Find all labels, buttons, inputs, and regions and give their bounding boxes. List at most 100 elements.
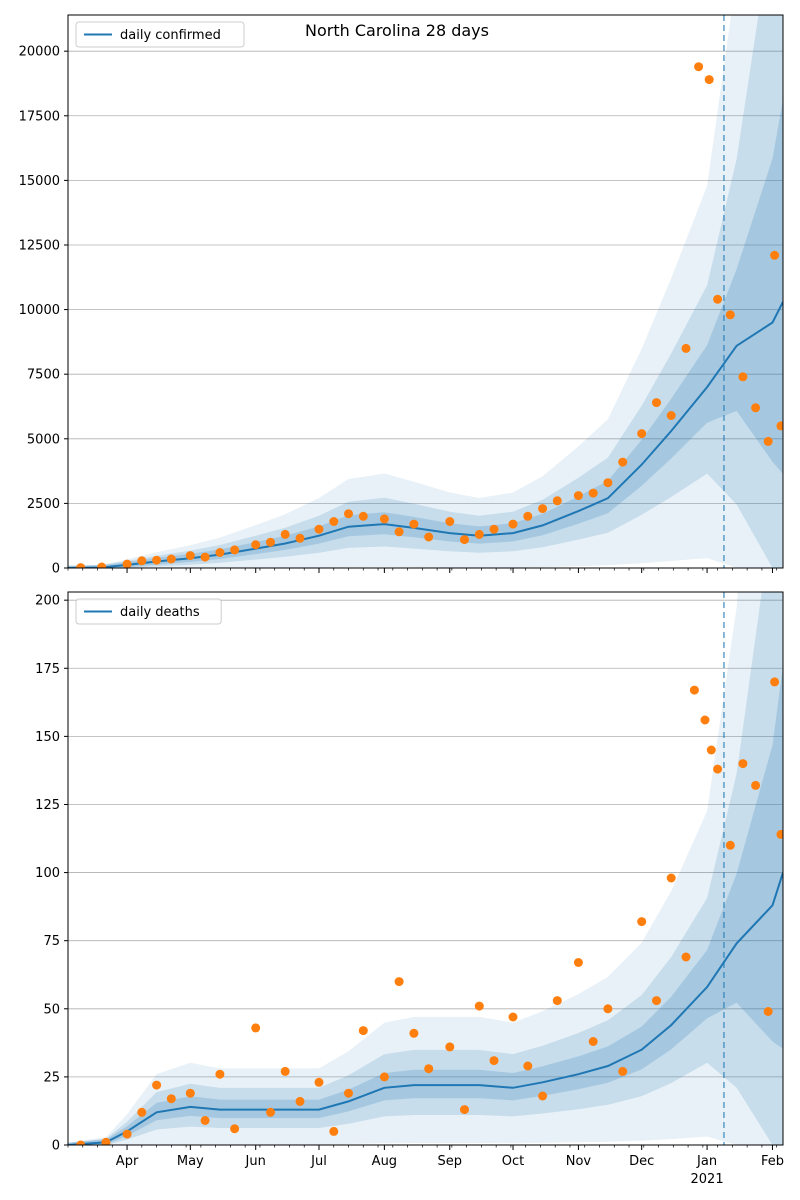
data-point [101, 1137, 111, 1145]
data-point [681, 343, 691, 353]
y-tick-label: 175 [35, 662, 60, 677]
data-point [122, 559, 132, 568]
data-point [603, 478, 613, 488]
data-point [137, 556, 147, 566]
data-point [588, 488, 598, 498]
data-point [344, 509, 353, 519]
y-tick-label: 7500 [27, 368, 60, 383]
data-point [266, 537, 275, 547]
data-point [700, 715, 710, 725]
data-point [122, 1129, 132, 1139]
y-tick-label: 100 [35, 866, 60, 881]
data-point [573, 958, 583, 967]
data-point [152, 555, 162, 565]
y-tick-label: 0 [52, 1139, 60, 1154]
data-point [603, 1004, 613, 1014]
data-point [523, 1061, 533, 1071]
data-point [460, 1105, 469, 1115]
x-tick-label: Feb [761, 1154, 784, 1169]
x-tick-label: May [177, 1154, 204, 1169]
data-point [474, 529, 484, 539]
data-point [314, 1077, 324, 1087]
x-tick-label: Dec [629, 1154, 654, 1169]
data-point [508, 1012, 518, 1022]
plot-area [68, 15, 783, 568]
data-point [379, 514, 389, 524]
data-point [770, 250, 780, 260]
data-point [552, 996, 562, 1006]
data-point [445, 1042, 455, 1052]
x-tick-label: Aug [372, 1154, 397, 1169]
x-tick-label: Nov [566, 1154, 592, 1169]
x-tick-label: Apr [116, 1154, 139, 1169]
y-tick-label: 150 [35, 730, 60, 745]
data-point [689, 685, 699, 695]
data-point [618, 1066, 628, 1076]
data-point [358, 1026, 368, 1036]
data-point [460, 535, 469, 545]
data-point [295, 533, 305, 543]
data-point [152, 1080, 162, 1090]
y-tick-label: 5000 [27, 432, 60, 447]
data-point [314, 524, 324, 534]
legend: daily confirmed [75, 21, 245, 48]
chart-panel-confirmed: 0 2500 5000 7500 10000 12500 15000 17500 20000 da… [19, 14, 784, 577]
data-point [409, 519, 419, 529]
data-point [508, 519, 518, 529]
data-point [280, 529, 290, 539]
data-point [776, 829, 783, 839]
data-point [588, 1037, 598, 1046]
y-tick-label: 2500 [27, 497, 60, 512]
data-point [751, 780, 761, 790]
legend-label: daily deaths [120, 605, 200, 620]
data-point [215, 548, 225, 557]
data-point [329, 517, 339, 526]
data-point [166, 554, 176, 564]
data-point [538, 1091, 548, 1101]
data-point [251, 1023, 261, 1033]
data-point [713, 294, 723, 304]
data-point [725, 840, 735, 850]
y-tick-label: 25 [43, 1070, 60, 1085]
data-point [280, 1066, 290, 1076]
data-point [637, 917, 647, 927]
data-point [763, 1007, 773, 1016]
x-tick-year-label: 2021 [691, 1172, 724, 1187]
data-point [552, 496, 562, 506]
series-line [68, 872, 783, 1145]
data-point [200, 552, 210, 562]
data-point [489, 1056, 499, 1066]
data-point [76, 563, 86, 568]
data-point [770, 677, 780, 687]
uncertainty-band-1 [68, 15, 783, 568]
y-tick-label: 50 [43, 1002, 60, 1017]
data-point [185, 551, 195, 561]
legend-box [75, 598, 222, 625]
data-point [266, 1107, 275, 1117]
axes-frame [67, 14, 784, 569]
data-point [618, 457, 628, 467]
y-tick-label: 0 [52, 562, 60, 577]
data-point [185, 1088, 195, 1098]
data-point [424, 1064, 434, 1074]
data-point [445, 517, 455, 526]
x-tick-label: Jan [696, 1154, 717, 1169]
data-point [230, 1124, 240, 1134]
data-point [344, 1088, 353, 1098]
x-tick-label: Sep [437, 1154, 462, 1169]
x-tick-label: Jul [310, 1154, 327, 1169]
y-tick-label: 15000 [19, 174, 60, 189]
data-point [394, 977, 404, 987]
data-point [358, 511, 368, 521]
series-line [68, 301, 783, 568]
data-point [489, 524, 499, 534]
data-point [694, 62, 704, 72]
data-point [424, 532, 434, 542]
y-tick-label: 75 [43, 934, 60, 949]
x-tick-label: Oct [502, 1154, 524, 1169]
data-point [681, 952, 691, 962]
data-point [706, 745, 716, 755]
chart-title: North Carolina 28 days [305, 21, 489, 40]
y-tick-label: 12500 [19, 238, 60, 253]
data-point [523, 511, 533, 521]
